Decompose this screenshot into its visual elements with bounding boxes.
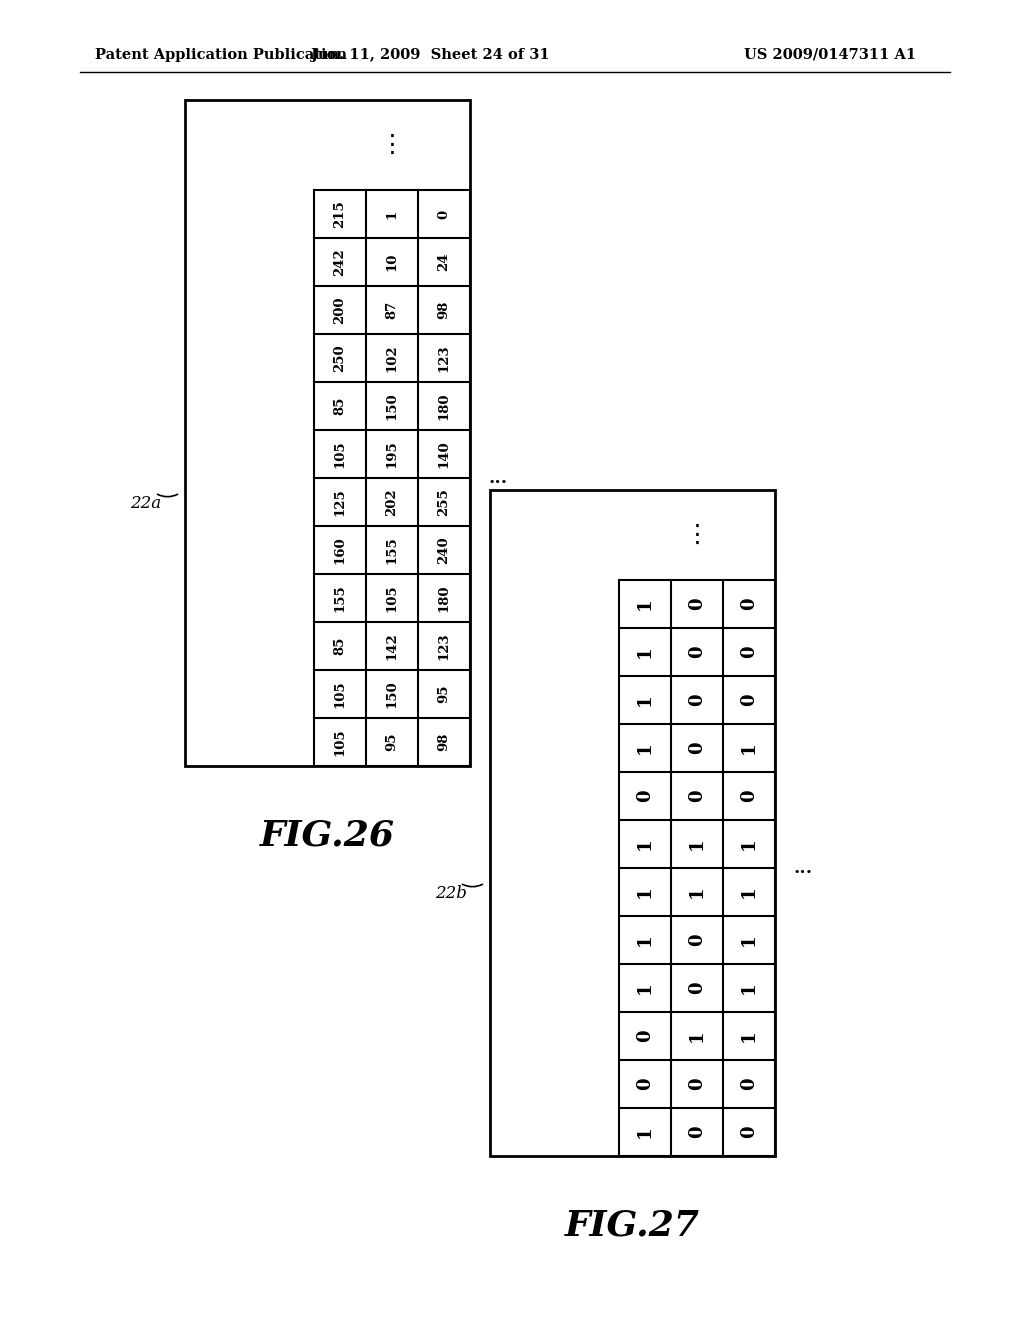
Text: 0: 0 bbox=[636, 1077, 654, 1090]
Text: 1: 1 bbox=[636, 694, 654, 706]
Text: 1: 1 bbox=[688, 1030, 706, 1043]
Text: 1: 1 bbox=[636, 933, 654, 946]
Text: 0: 0 bbox=[688, 789, 706, 803]
Text: 98: 98 bbox=[437, 301, 451, 319]
Bar bbox=[490, 490, 775, 1156]
Text: 85: 85 bbox=[334, 636, 346, 655]
Text: 95: 95 bbox=[385, 733, 398, 751]
Text: Patent Application Publication: Patent Application Publication bbox=[95, 48, 347, 62]
Text: 0: 0 bbox=[437, 210, 451, 219]
Text: 125: 125 bbox=[334, 488, 346, 516]
Text: 0: 0 bbox=[688, 1077, 706, 1090]
Text: 0: 0 bbox=[688, 598, 706, 610]
Text: 215: 215 bbox=[334, 201, 346, 228]
Text: 0: 0 bbox=[740, 598, 758, 610]
Text: 0: 0 bbox=[688, 742, 706, 754]
Text: 180: 180 bbox=[437, 585, 451, 611]
Bar bbox=[185, 100, 470, 766]
Text: 95: 95 bbox=[437, 685, 451, 704]
Text: 1: 1 bbox=[636, 886, 654, 898]
Text: 0: 0 bbox=[740, 1126, 758, 1138]
Text: 150: 150 bbox=[385, 392, 398, 420]
Text: 1: 1 bbox=[688, 838, 706, 850]
Text: 1: 1 bbox=[740, 886, 758, 898]
Text: 250: 250 bbox=[334, 345, 346, 372]
Text: 123: 123 bbox=[437, 632, 451, 660]
Text: 102: 102 bbox=[385, 345, 398, 372]
Text: 200: 200 bbox=[334, 296, 346, 323]
Text: 1: 1 bbox=[636, 598, 654, 610]
Text: 0: 0 bbox=[688, 694, 706, 706]
Text: 1: 1 bbox=[636, 982, 654, 994]
Text: 0: 0 bbox=[740, 645, 758, 659]
Text: ...: ... bbox=[794, 859, 813, 876]
Text: 150: 150 bbox=[385, 680, 398, 708]
Text: 142: 142 bbox=[385, 632, 398, 660]
Text: 155: 155 bbox=[385, 536, 398, 564]
Text: 10: 10 bbox=[385, 253, 398, 271]
Text: 195: 195 bbox=[385, 440, 398, 467]
Text: 87: 87 bbox=[385, 301, 398, 319]
Text: 24: 24 bbox=[437, 252, 451, 271]
Text: FIG.26: FIG.26 bbox=[260, 818, 395, 853]
Text: 1: 1 bbox=[385, 210, 398, 219]
Text: 22b: 22b bbox=[435, 884, 467, 902]
Text: 1: 1 bbox=[740, 1030, 758, 1043]
Text: 202: 202 bbox=[385, 488, 398, 516]
Text: 255: 255 bbox=[437, 488, 451, 516]
Text: 1: 1 bbox=[636, 1126, 654, 1138]
Text: 105: 105 bbox=[334, 729, 346, 756]
Text: 1: 1 bbox=[688, 886, 706, 898]
Text: Jun. 11, 2009  Sheet 24 of 31: Jun. 11, 2009 Sheet 24 of 31 bbox=[310, 48, 549, 62]
Text: ...: ... bbox=[488, 469, 508, 487]
Text: 0: 0 bbox=[740, 694, 758, 706]
Text: 85: 85 bbox=[334, 397, 346, 416]
Text: 1: 1 bbox=[740, 982, 758, 994]
Text: 0: 0 bbox=[688, 982, 706, 994]
Text: 1: 1 bbox=[636, 742, 654, 754]
Text: 180: 180 bbox=[437, 392, 451, 420]
Text: 1: 1 bbox=[740, 838, 758, 850]
Text: 0: 0 bbox=[740, 789, 758, 803]
Text: 1: 1 bbox=[740, 742, 758, 754]
Text: 155: 155 bbox=[334, 585, 346, 612]
Text: US 2009/0147311 A1: US 2009/0147311 A1 bbox=[744, 48, 916, 62]
Text: 1: 1 bbox=[636, 838, 654, 850]
Text: 22a: 22a bbox=[130, 495, 161, 511]
Text: 140: 140 bbox=[437, 440, 451, 467]
Text: 240: 240 bbox=[437, 536, 451, 564]
Text: 105: 105 bbox=[385, 585, 398, 611]
Text: 123: 123 bbox=[437, 345, 451, 372]
Text: 105: 105 bbox=[334, 440, 346, 467]
Text: 0: 0 bbox=[636, 789, 654, 803]
Text: 1: 1 bbox=[740, 933, 758, 946]
Text: 0: 0 bbox=[688, 1126, 706, 1138]
Text: ⋮: ⋮ bbox=[380, 133, 404, 157]
Text: 160: 160 bbox=[334, 536, 346, 564]
Text: 105: 105 bbox=[334, 680, 346, 708]
Text: ⋮: ⋮ bbox=[684, 523, 710, 546]
Text: 0: 0 bbox=[688, 645, 706, 659]
Text: 242: 242 bbox=[334, 248, 346, 276]
Text: FIG.27: FIG.27 bbox=[565, 1209, 700, 1243]
Text: 0: 0 bbox=[636, 1030, 654, 1043]
Text: 0: 0 bbox=[740, 1077, 758, 1090]
Text: 0: 0 bbox=[688, 933, 706, 946]
Text: 1: 1 bbox=[636, 645, 654, 659]
Text: 98: 98 bbox=[437, 733, 451, 751]
